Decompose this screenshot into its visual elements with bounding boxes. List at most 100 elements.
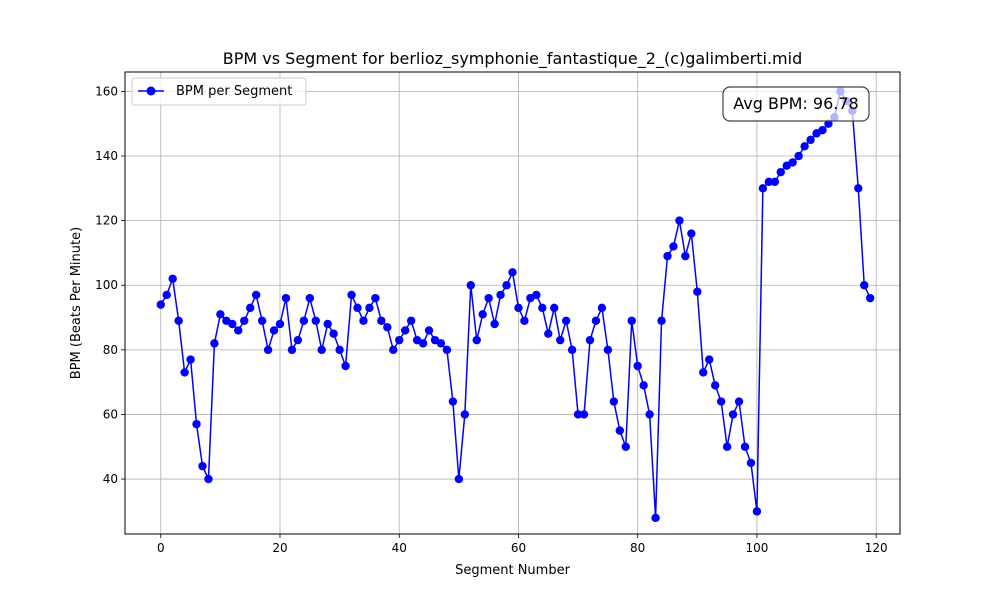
data-point (567, 345, 577, 355)
data-point (705, 355, 714, 364)
x-tick-label: 20 (272, 541, 287, 555)
avg-bpm-annotation: Avg BPM: 96.78 (722, 86, 870, 122)
data-point (573, 410, 583, 419)
data-point (722, 442, 732, 451)
data-point (323, 319, 332, 329)
data-point (591, 316, 601, 325)
data-point (216, 310, 225, 319)
data-point (788, 158, 797, 167)
data-point (180, 368, 189, 377)
data-point (317, 345, 326, 355)
data-point (669, 242, 678, 251)
data-point (675, 216, 684, 225)
data-point (269, 326, 279, 335)
data-point (693, 287, 702, 296)
y-tick-label: 160 (95, 84, 118, 98)
data-point (484, 293, 493, 303)
x-tick-label: 60 (511, 541, 526, 555)
data-point (740, 442, 750, 451)
y-tick-label: 140 (95, 149, 118, 163)
data-point (502, 281, 511, 290)
data-point (389, 345, 398, 355)
data-point (418, 339, 428, 348)
data-point (752, 507, 762, 516)
data-point (335, 345, 344, 355)
data-point (466, 281, 475, 290)
data-point (710, 381, 720, 390)
data-point (156, 300, 165, 309)
grid (125, 72, 900, 534)
data-point (681, 251, 690, 261)
data-point (359, 316, 368, 325)
data-point (663, 251, 672, 261)
x-axis-label: Segment Number (455, 563, 571, 578)
data-point (287, 345, 297, 355)
legend-box (131, 77, 307, 106)
data-point (305, 293, 315, 303)
data-point (633, 361, 642, 371)
data-point (210, 339, 219, 348)
x-tick-label: 100 (745, 541, 768, 555)
data-point (597, 303, 607, 313)
annotation-box (722, 86, 870, 122)
data-point (341, 361, 350, 371)
data-point (776, 167, 785, 177)
data-point (400, 326, 410, 335)
data-point (621, 442, 630, 451)
axis-ticks: 0 20 40 60 80 100 120 40 60 80 100 120 140 160 (95, 84, 888, 555)
x-tick-label: 40 (392, 541, 407, 555)
data-point (472, 335, 481, 345)
y-axis-label: BPM (Beats Per Minute) (69, 227, 84, 379)
data-point (454, 474, 464, 484)
data-point (383, 323, 392, 332)
data-point (251, 290, 261, 300)
data-point (460, 410, 470, 419)
data-point (758, 184, 768, 193)
series-line-group (156, 87, 875, 523)
data-point (496, 290, 505, 300)
data-point (794, 151, 803, 161)
data-point (532, 290, 541, 300)
data-point (818, 125, 827, 135)
x-tick-label: 120 (865, 541, 888, 555)
data-point (257, 316, 267, 325)
chart-title: BPM vs Segment for berlioz_symphonie_fan… (223, 49, 802, 69)
data-point (293, 335, 303, 345)
x-tick-label: 0 (157, 541, 165, 555)
data-point (603, 345, 613, 355)
legend: BPM per Segment (131, 77, 307, 106)
data-point (204, 474, 213, 484)
data-point (395, 335, 404, 345)
data-point (353, 303, 362, 313)
data-point (275, 319, 285, 329)
data-point (263, 345, 273, 355)
data-point (746, 458, 756, 468)
data-point (168, 274, 177, 283)
data-point (234, 326, 243, 335)
data-point (800, 142, 809, 151)
data-point (424, 326, 434, 335)
data-point (508, 268, 517, 277)
y-tick-label: 100 (95, 278, 118, 292)
data-point (174, 316, 183, 325)
data-point (770, 177, 780, 187)
data-point (299, 316, 309, 325)
data-point (406, 316, 416, 325)
data-point (478, 310, 487, 319)
data-point (240, 316, 249, 325)
data-point (198, 461, 207, 471)
y-tick-label: 80 (103, 343, 118, 357)
data-point (728, 410, 738, 419)
data-point (490, 319, 499, 329)
data-point (579, 410, 589, 419)
data-point (657, 316, 666, 325)
data-point (585, 335, 595, 345)
data-point (555, 335, 565, 345)
data-point (860, 281, 869, 290)
data-point (329, 329, 338, 338)
data-point (538, 303, 547, 313)
data-point (520, 316, 529, 325)
data-point (347, 290, 356, 300)
data-point (245, 303, 255, 313)
